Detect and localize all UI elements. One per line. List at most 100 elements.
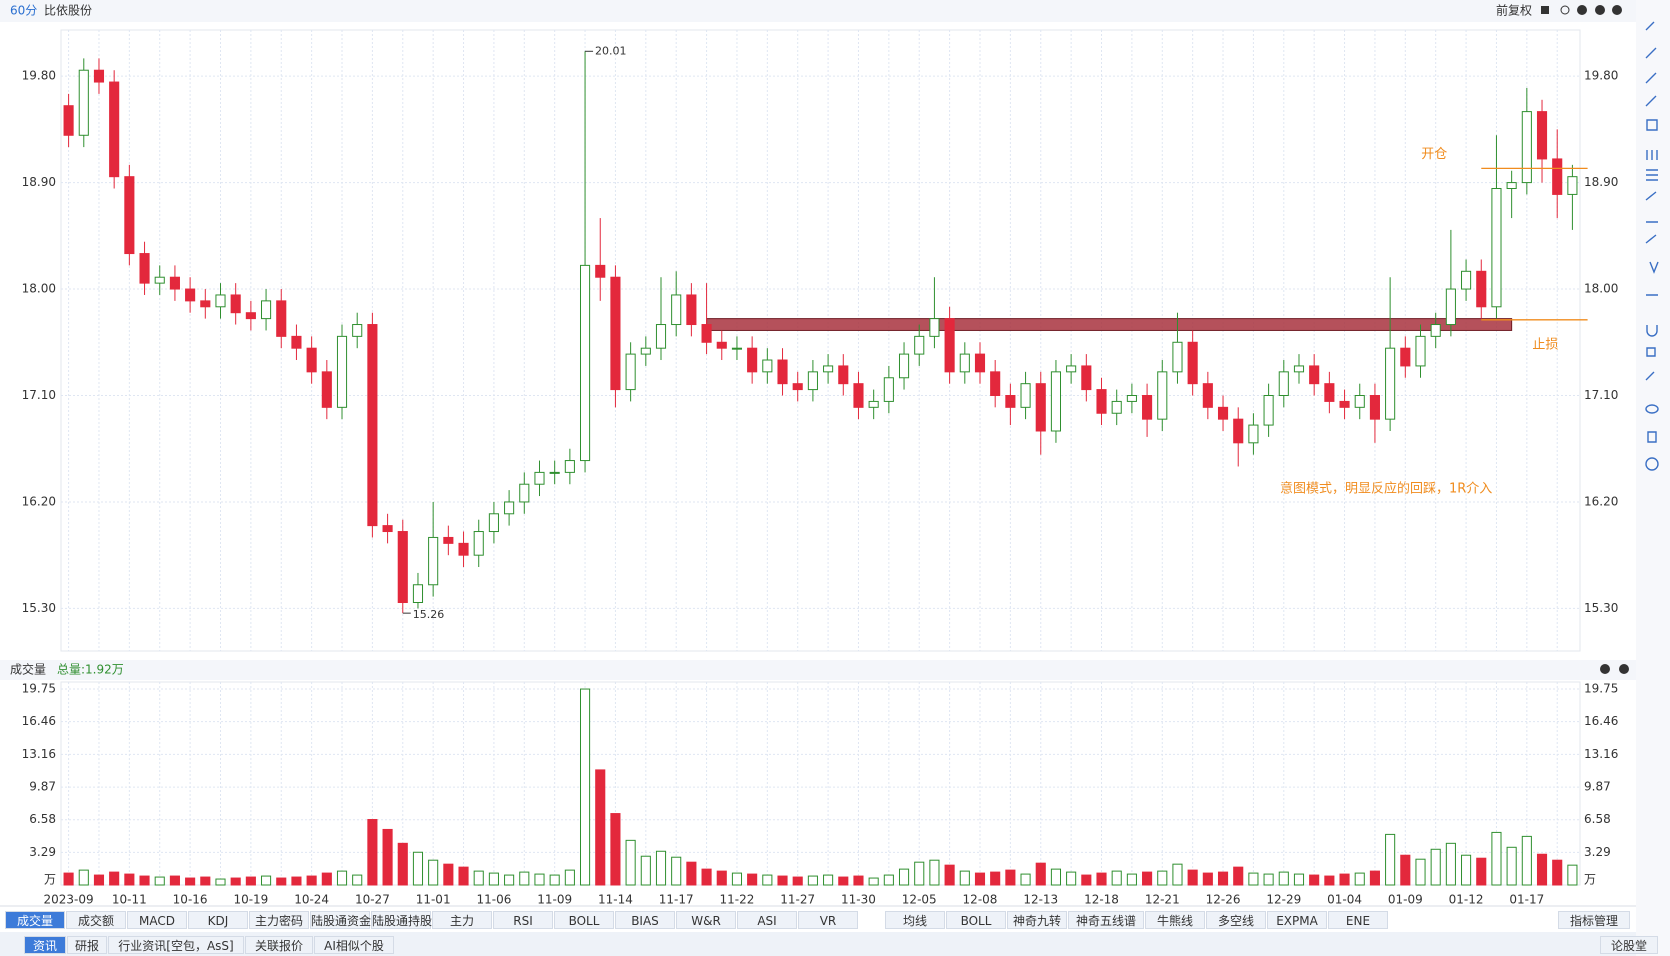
tab[interactable]: 牛熊线 — [1145, 911, 1205, 929]
candle-body — [1354, 395, 1365, 408]
volume-bar — [762, 874, 773, 886]
x-tick-label: 11-14 — [598, 893, 633, 907]
forum-tab: 论股堂 — [1600, 936, 1659, 954]
period[interactable]: 60分 — [10, 4, 37, 18]
candle-body — [731, 347, 743, 350]
volume-bar — [883, 874, 894, 886]
y-tick-label: 17.10 — [1584, 388, 1618, 402]
candle-body — [1506, 182, 1517, 190]
candle-body — [1263, 395, 1274, 426]
tab[interactable]: 资讯 — [24, 936, 66, 954]
candle-body — [185, 288, 196, 302]
volume-bar — [367, 819, 378, 886]
tab[interactable]: KDJ — [188, 911, 248, 929]
tab[interactable]: 行业资讯[空包，AsS] — [108, 936, 244, 954]
tab[interactable]: EXPMA — [1267, 911, 1327, 929]
volume-bar — [549, 874, 560, 886]
volume-bar — [473, 870, 484, 886]
candle-body — [595, 264, 606, 278]
volume-bar — [1248, 872, 1259, 886]
x-tick-label: 11-30 — [841, 893, 876, 907]
volume-bar — [716, 870, 727, 886]
tab[interactable]: 均线 — [885, 911, 945, 929]
candle-body — [336, 335, 348, 408]
y-tick-label: 13.16 — [22, 747, 56, 761]
candle-body — [1491, 188, 1502, 308]
candle-body — [169, 276, 180, 290]
candle-body — [823, 365, 834, 373]
volume-bar — [1111, 870, 1122, 886]
close-icon[interactable] — [1600, 664, 1610, 674]
entry-label: 开仓 — [1421, 147, 1447, 162]
volume-bar — [1035, 862, 1046, 886]
tab[interactable]: BOLL — [554, 911, 614, 929]
volume-bar — [595, 769, 606, 886]
candle-body — [1217, 406, 1229, 420]
volume-bar — [1278, 871, 1289, 886]
volume-bar — [215, 878, 226, 886]
volume-bar — [1552, 859, 1563, 886]
tab[interactable]: W&R — [676, 911, 736, 929]
volume-bar — [1309, 874, 1320, 886]
volume-bar — [169, 875, 180, 886]
y-tick-label: 3.29 — [1584, 845, 1611, 859]
tab[interactable]: 陆股通资金 — [310, 911, 371, 929]
tab[interactable]: 成交额 — [66, 911, 126, 929]
candle-body — [1445, 288, 1456, 326]
adjust[interactable]: 前复权 — [1496, 3, 1532, 18]
x-tick-label: 11-09 — [537, 893, 572, 907]
volume-bar — [291, 876, 302, 886]
volume-bar — [139, 875, 150, 886]
volume-bar — [686, 861, 697, 886]
volume-bar — [336, 870, 348, 886]
tab[interactable]: BOLL — [946, 911, 1006, 929]
tab[interactable]: RSI — [493, 911, 553, 929]
volume-bar — [1567, 864, 1578, 886]
settings-icon[interactable] — [1619, 664, 1629, 674]
x-tick-label: 11-22 — [720, 893, 755, 907]
volume-bar — [701, 868, 712, 886]
volume-bar — [200, 876, 211, 886]
volume-bar — [230, 877, 241, 886]
tab[interactable]: 神奇五线谱 — [1068, 911, 1144, 929]
tab[interactable]: 陆股通持股 — [371, 911, 432, 929]
y-tick-label: 19.75 — [22, 682, 56, 696]
candle-body — [109, 81, 120, 178]
tool-icons[interactable] — [1645, 21, 1659, 471]
x-tick-label: 12-13 — [1023, 893, 1058, 907]
candle-body — [1552, 158, 1563, 195]
tab[interactable]: 成交量 — [5, 911, 65, 929]
tab[interactable]: 关联报价 — [245, 936, 313, 954]
tab[interactable]: 多空线 — [1206, 911, 1266, 929]
tab[interactable]: 神奇九转 — [1007, 911, 1067, 929]
tab[interactable]: AI相似个股 — [314, 936, 394, 954]
candle-body — [78, 69, 89, 136]
volume-bar — [777, 875, 788, 886]
volume-bar — [1445, 842, 1456, 886]
volume-bar — [640, 855, 651, 886]
volume-bar — [853, 875, 864, 886]
volume-bar — [109, 871, 120, 886]
tab[interactable]: VR — [798, 911, 858, 929]
tab[interactable]: BIAS — [615, 911, 675, 929]
tab[interactable]: 主力密码 — [249, 911, 309, 929]
candle-body — [352, 324, 363, 337]
tab[interactable]: 主力 — [432, 911, 492, 929]
tab[interactable]: ENE — [1328, 911, 1388, 929]
y-tick-label: 6.58 — [1584, 812, 1611, 826]
volume-bar — [63, 872, 74, 886]
candle-body — [1536, 111, 1548, 160]
tab[interactable]: 指标管理 — [1558, 911, 1630, 929]
tab[interactable]: 研报 — [67, 936, 107, 954]
x-tick-label: 12-08 — [963, 893, 998, 907]
volume-bar — [1005, 869, 1016, 886]
tab[interactable]: ASI — [737, 911, 797, 929]
candle-body — [990, 371, 1001, 397]
tab[interactable]: 论股堂 — [1600, 936, 1658, 954]
volume-bar — [1400, 854, 1411, 886]
candle-body — [1248, 424, 1259, 444]
candle-body — [777, 359, 788, 385]
tab[interactable]: MACD — [127, 911, 187, 929]
candle-body — [1111, 400, 1122, 414]
